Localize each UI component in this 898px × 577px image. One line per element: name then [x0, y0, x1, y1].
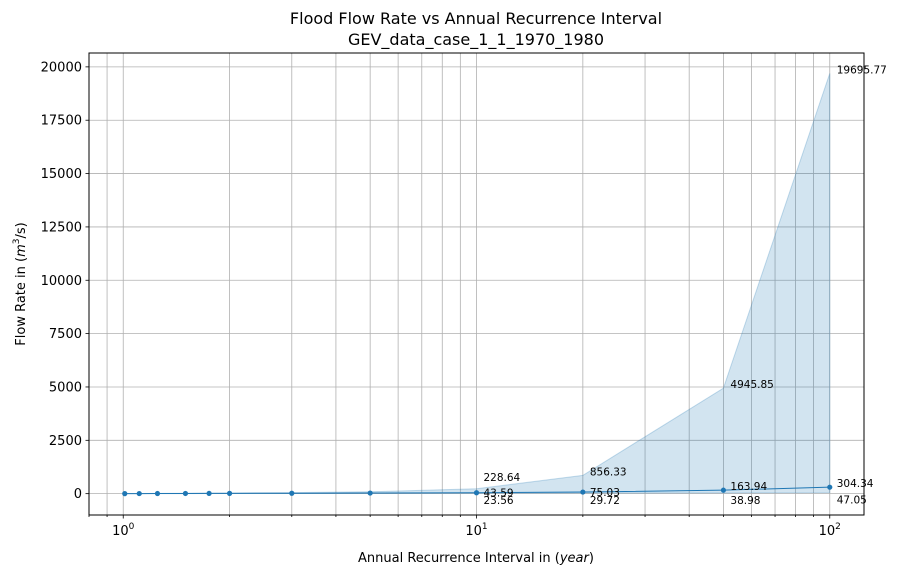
data-label: 19695.77 [837, 64, 887, 76]
data-label: 4945.85 [730, 379, 773, 391]
x-tick-label: 100 [112, 522, 135, 539]
data-label: 75.03 [590, 487, 620, 499]
series-points-layer [122, 484, 833, 497]
chart-title: Flood Flow Rate vs Annual Recurrence Int… [290, 9, 662, 28]
series-line-layer [124, 486, 830, 495]
data-point [154, 490, 161, 497]
data-label: 304.34 [837, 478, 874, 490]
data-point [720, 487, 727, 493]
data-point [226, 490, 233, 496]
y-axis-label: Flow Rate in (m3/s) [12, 222, 29, 345]
y-tick-label: 15000 [41, 167, 82, 182]
y-tick-label: 17500 [41, 114, 82, 129]
data-label: 29.72 [590, 495, 620, 507]
y-tick-label: 20000 [41, 60, 82, 75]
x-tick-label: 101 [465, 522, 487, 539]
data-point [122, 491, 128, 497]
data-label: 856.33 [590, 466, 627, 478]
chart-subtitle: GEV_data_case_1_1_1970_1980 [348, 30, 604, 50]
data-label: 23.56 [484, 495, 514, 507]
data-point [182, 490, 189, 497]
data-point [289, 490, 295, 496]
x-tick-label: 102 [819, 522, 841, 539]
series-line [124, 486, 830, 495]
data-label: 163.94 [730, 481, 767, 493]
data-point [580, 489, 586, 495]
data-label: 47.05 [837, 495, 867, 507]
data-label: 228.64 [484, 472, 521, 484]
data-point [367, 490, 373, 496]
y-tick-label: 0 [74, 487, 82, 502]
data-point [136, 490, 142, 497]
y-tick-label: 2500 [49, 434, 82, 449]
data-point [827, 484, 833, 490]
data-label: 38.98 [730, 495, 760, 507]
y-tick-label: 10000 [41, 274, 82, 289]
y-tick-label: 12500 [41, 220, 82, 235]
data-label: 43.59 [484, 488, 514, 500]
y-tick-label: 7500 [49, 327, 82, 342]
y-tick-label: 5000 [49, 380, 82, 395]
x-axis-label: Annual Recurrence Interval in (year) [358, 551, 594, 566]
x-ticks: 100 101 102 [88, 515, 841, 539]
data-point [206, 490, 212, 497]
data-point [473, 490, 480, 496]
y-ticks: 0 2500 5000 7500 10000 12500 15000 17500 20000 [41, 60, 89, 502]
